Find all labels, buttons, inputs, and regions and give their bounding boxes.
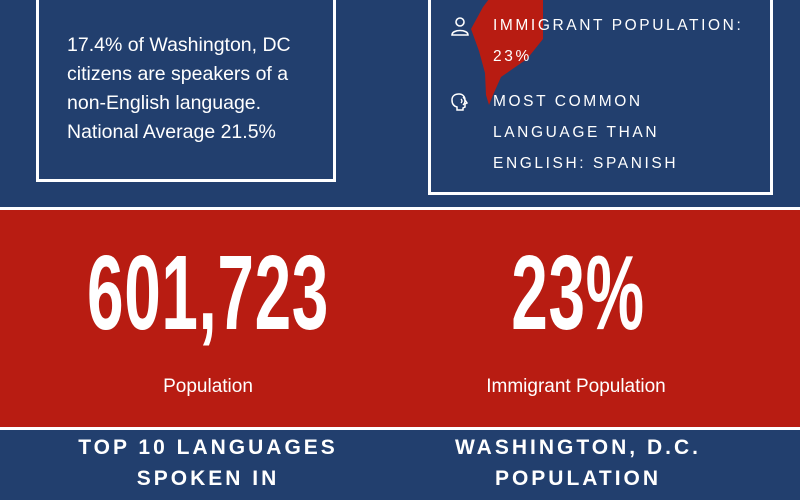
language-stat-line: National Average 21.5% [67, 118, 317, 147]
population-label: Population [58, 376, 358, 398]
language-stat-box: 17.4% of Washington, DC citizens are spe… [36, 0, 336, 182]
language-stat-text: 17.4% of Washington, DC citizens are spe… [67, 31, 317, 147]
language-info-line: LANGUAGE THAN [493, 117, 678, 148]
person-icon [449, 15, 471, 37]
language-info-text: MOST COMMON LANGUAGE THAN ENGLISH: SPANI… [493, 86, 678, 179]
language-stat-line: 17.4% of Washington, DC [67, 31, 317, 60]
population-heading-line: WASHINGTON, D.C. [428, 432, 728, 463]
population-heading: WASHINGTON, D.C. POPULATION [428, 432, 728, 494]
languages-heading-line: TOP 10 LANGUAGES [58, 432, 358, 463]
speaking-head-icon [449, 91, 471, 113]
language-info-line: MOST COMMON [493, 86, 678, 117]
dc-info-box: IMMIGRANT POPULATION: 23% MOST COMMON LA… [428, 0, 773, 195]
immigrant-value: 23% [448, 243, 708, 343]
immigrant-info-value: 23% [493, 41, 743, 72]
immigrant-info-text: IMMIGRANT POPULATION: 23% [493, 10, 743, 72]
language-stat-line: non-English language. [67, 89, 317, 118]
languages-heading: TOP 10 LANGUAGES SPOKEN IN [58, 432, 358, 494]
languages-heading-line: SPOKEN IN [58, 463, 358, 494]
top-section: 17.4% of Washington, DC citizens are spe… [0, 0, 800, 207]
population-heading-line: POPULATION [428, 463, 728, 494]
language-info-line: ENGLISH: SPANISH [493, 148, 678, 179]
population-value: 601,723 [78, 243, 338, 343]
immigrant-info-line: IMMIGRANT POPULATION: [493, 10, 743, 41]
immigrant-label: Immigrant Population [426, 376, 726, 398]
language-stat-line: citizens are speakers of a [67, 60, 317, 89]
